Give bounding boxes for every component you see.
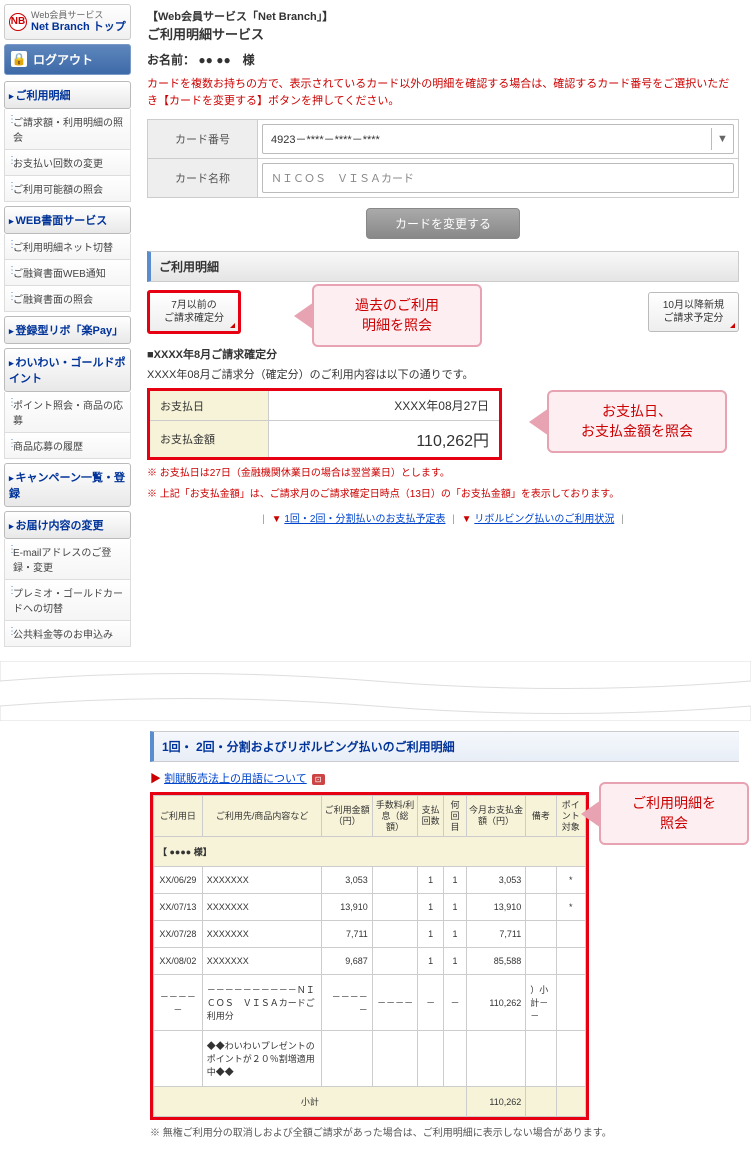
nav-item[interactable]: ご融資書面の照会	[4, 286, 131, 312]
table-header: 支払回数	[418, 795, 444, 836]
user-row: 【 ●●●● 様】	[154, 837, 586, 867]
table-header: ご利用金額（円）	[322, 795, 372, 836]
brand-logo-icon: NB	[9, 13, 27, 31]
nav-item[interactable]: ご利用可能額の照会	[4, 176, 131, 202]
page-title: ご利用明細サービス	[147, 24, 739, 43]
logout-button[interactable]: 🔒 ログアウト	[4, 44, 131, 75]
table-header: ご利用先/商品内容など	[202, 795, 322, 836]
brand-small: Web会員サービス	[31, 10, 103, 20]
terms-link[interactable]: 割賦販売法上の用語について	[164, 773, 307, 785]
user-name-row: お名前： ●● ●● 様	[147, 51, 739, 68]
pay-amount-label: お支払金額	[149, 421, 269, 459]
main-content: 【Web会員サービス「Net Branch」】 ご利用明細サービス お名前： ●…	[135, 0, 751, 651]
revolving-status-link[interactable]: リボルビング払いのご利用状況	[474, 514, 614, 525]
nav-item[interactable]: ご利用明細ネット切替	[4, 234, 131, 260]
nav-item[interactable]: プレミオ・ゴールドカードへの切替	[4, 580, 131, 621]
corner-icon	[730, 323, 735, 328]
nav-section-head[interactable]: WEB書面サービス	[4, 206, 131, 234]
net-branch-top-link[interactable]: NB Web会員サービス Net Branch トップ	[4, 4, 131, 40]
card-selector-table: カード番号 4923－****－****－**** ▼ カード名称 ＮＩＣＯＳ …	[147, 119, 739, 198]
page-subtitle: 【Web会員サービス「Net Branch」】	[147, 8, 739, 24]
table-row: XX/06/29XXXXXXX3,053113,053*	[154, 867, 586, 894]
page-break-wave	[0, 661, 751, 721]
table-row: XX/07/13XXXXXXX13,9101113,910*	[154, 894, 586, 921]
pay-amount-value: 110,262円	[269, 421, 501, 459]
nav-item[interactable]: ポイント照会・商品の応募	[4, 392, 131, 433]
future-billing-tab[interactable]: 10月以降新規 ご請求予定分	[648, 292, 739, 332]
nav-item[interactable]: 商品応募の履歴	[4, 433, 131, 459]
callout-detail: ご利用明細を 照会	[599, 782, 749, 845]
nav-item[interactable]: 公共料金等のお申込み	[4, 621, 131, 647]
table-header: 備考	[526, 795, 556, 836]
nav-item[interactable]: お支払い回数の変更	[4, 150, 131, 176]
table-header: 今月お支払金額（円）	[466, 795, 525, 836]
lock-icon: 🔒	[11, 51, 27, 67]
table-header: 手数料/利息（総額）	[372, 795, 417, 836]
callout-history: 過去のご利用 明細を照会	[312, 284, 482, 347]
nav-section-head[interactable]: 登録型リボ「楽Pay」	[4, 316, 131, 344]
past-billing-tab[interactable]: 7月以前の ご請求確定分	[147, 290, 241, 334]
nav-item[interactable]: ご融資書面WEB通知	[4, 260, 131, 286]
change-card-button[interactable]: カードを変更する	[366, 208, 520, 239]
table-header: 何回目	[444, 795, 467, 836]
table-row: ◆◆わいわいプレゼントのポイントが２０％割増適用中◆◆	[154, 1031, 586, 1087]
transaction-detail-table: ご利用日ご利用先/商品内容などご利用金額（円）手数料/利息（総額）支払回数何回目…	[153, 795, 586, 1117]
confirmed-desc: XXXX年08月ご請求分（確定分）のご利用内容は以下の通りです。	[147, 366, 739, 382]
installment-schedule-link[interactable]: 1回・2回・分割払いのお支払予定表	[284, 514, 445, 525]
card-name-value: ＮＩＣＯＳ ＶＩＳＡカード	[271, 170, 414, 186]
table-row: XX/07/28XXXXXXX7,711117,711	[154, 921, 586, 948]
card-number-value: 4923－****－****－****	[271, 131, 380, 147]
future-tab-label: 10月以降新規 ご請求予定分	[663, 300, 724, 324]
table-header: ご利用日	[154, 795, 203, 836]
logout-label: ログアウト	[33, 51, 93, 68]
subtotal-row: 小計110,262	[154, 1087, 586, 1117]
nav-section-head[interactable]: わいわい・ゴールドポイント	[4, 348, 131, 392]
card-name-display: ＮＩＣＯＳ ＶＩＳＡカード	[262, 163, 734, 193]
brand-name: Net Branch トップ	[31, 21, 126, 33]
pay-date-value: XXXX年08月27日	[269, 390, 501, 421]
past-tab-label: 7月以前の ご請求確定分	[164, 300, 224, 324]
nav-section-head[interactable]: ご利用明細	[4, 81, 131, 109]
card-name-label: カード名称	[148, 159, 258, 198]
usage-section-heading: ご利用明細	[147, 251, 739, 282]
detail-section: 1回・ 2回・分割およびリボルビング払いのご利用明細 ▶ 割賦販売法上の用語につ…	[0, 731, 751, 1151]
card-change-notice: カードを複数お持ちの方で、表示されているカード以外の明細を確認する場合は、確認す…	[147, 76, 739, 109]
table-row: －－－－－－－－－－－－－－－ＮＩＣＯＳ ＶＩＳＡカードご利用分－－－－－－－－…	[154, 975, 586, 1031]
detail-section-heading: 1回・ 2回・分割およびリボルビング払いのご利用明細	[150, 731, 739, 762]
confirmed-heading: ■XXXX年8月ご請求確定分	[147, 346, 739, 362]
pdf-icon: ⊡	[312, 774, 325, 785]
callout-payment: お支払日、 お支払金額を照会	[547, 390, 727, 453]
pay-date-label: お支払日	[149, 390, 269, 421]
detail-footnote: ※ 無権ご利用分の取消しおよび全額ご請求があった場合は、ご利用明細に表示しない場…	[150, 1124, 739, 1139]
chevron-down-icon: ▼	[711, 128, 733, 150]
nav-item[interactable]: ご請求額・利用明細の照会	[4, 109, 131, 150]
table-row: XX/08/02XXXXXXX9,6871185,588	[154, 948, 586, 975]
card-number-label: カード番号	[148, 120, 258, 159]
payment-summary-table: お支払日 XXXX年08月27日 お支払金額 110,262円	[147, 388, 502, 460]
corner-icon	[230, 323, 235, 328]
nav-section-head[interactable]: キャンペーン一覧・登録	[4, 463, 131, 507]
pay-note-1: ※ お支払日は27日（金融機関休業日の場合は翌営業日）とします。	[147, 466, 739, 481]
card-number-select[interactable]: 4923－****－****－**** ▼	[262, 124, 734, 154]
related-links: | ▼ 1回・2回・分割払いのお支払予定表 | ▼ リボルビング払いのご利用状況…	[147, 510, 739, 525]
pay-note-2: ※ 上記「お支払金額」は、ご請求月のご請求確定日時点（13日）の「お支払金額」を…	[147, 487, 739, 502]
sidebar: NB Web会員サービス Net Branch トップ 🔒 ログアウト ご利用明…	[0, 0, 135, 651]
nav-item[interactable]: E-mailアドレスのご登録・変更	[4, 539, 131, 580]
nav-section-head[interactable]: お届け内容の変更	[4, 511, 131, 539]
